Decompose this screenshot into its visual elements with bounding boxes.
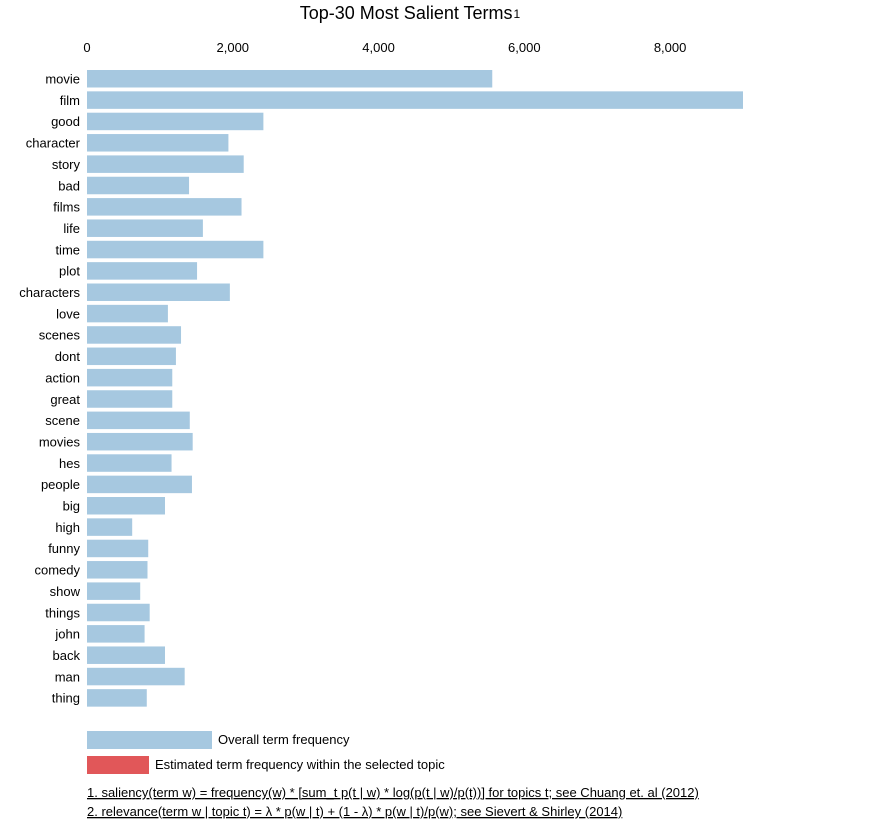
bar-film[interactable] [87, 91, 743, 109]
term-label-action[interactable]: action [45, 370, 80, 385]
bar-action[interactable] [87, 368, 173, 387]
legend-swatch-topic [87, 756, 149, 774]
term-label-characters[interactable]: characters [19, 285, 80, 300]
term-label-big[interactable]: big [63, 499, 80, 514]
bar-plot[interactable] [87, 262, 198, 280]
term-label-show[interactable]: show [50, 584, 81, 599]
term-label-film[interactable]: film [60, 93, 80, 108]
term-label-scene[interactable]: scene [45, 413, 80, 428]
term-label-back[interactable]: back [53, 648, 81, 663]
term-label-character[interactable]: character [26, 136, 81, 151]
legend-label-overall: Overall term frequency [218, 732, 350, 747]
term-label-man[interactable]: man [55, 669, 80, 684]
footnote-saliency[interactable]: 1. saliency(term w) = frequency(w) * [su… [87, 785, 699, 800]
term-label-bad[interactable]: bad [58, 178, 80, 193]
bar-character[interactable] [87, 134, 229, 152]
bar-people[interactable] [87, 475, 192, 494]
term-label-dont[interactable]: dont [55, 349, 81, 364]
term-label-good[interactable]: good [51, 114, 80, 129]
term-label-scenes[interactable]: scenes [39, 328, 81, 343]
x-tick-label: 6,000 [508, 40, 541, 55]
term-label-great[interactable]: great [50, 392, 80, 407]
term-label-high[interactable]: high [55, 520, 80, 535]
bar-films[interactable] [87, 198, 242, 216]
x-tick-label: 0 [83, 40, 90, 55]
x-tick-label: 8,000 [654, 40, 687, 55]
bar-big[interactable] [87, 497, 165, 515]
term-label-hes[interactable]: hes [59, 456, 80, 471]
bar-comedy[interactable] [87, 561, 148, 579]
term-label-comedy[interactable]: comedy [34, 563, 80, 578]
legend-swatch-overall [87, 731, 212, 749]
bar-dont[interactable] [87, 347, 176, 366]
term-label-things[interactable]: things [45, 605, 80, 620]
bar-scenes[interactable] [87, 326, 182, 344]
term-label-movie[interactable]: movie [45, 72, 80, 87]
bar-man[interactable] [87, 667, 185, 686]
term-label-funny[interactable]: funny [48, 541, 80, 556]
legend-label-topic: Estimated term frequency within the sele… [155, 757, 445, 772]
bar-bad[interactable] [87, 176, 190, 195]
footnote-relevance[interactable]: 2. relevance(term w | topic t) = λ * p(w… [87, 804, 622, 819]
term-label-films[interactable]: films [53, 200, 80, 215]
bar-good[interactable] [87, 112, 264, 131]
bar-things[interactable] [87, 603, 150, 622]
bar-hes[interactable] [87, 454, 172, 472]
term-label-thing[interactable]: thing [52, 691, 80, 706]
bar-funny[interactable] [87, 539, 149, 558]
chart-title: Top-30 Most Salient Terms1 [300, 3, 521, 23]
term-label-john[interactable]: john [54, 627, 80, 642]
term-label-life[interactable]: life [63, 221, 80, 236]
bar-movies[interactable] [87, 432, 193, 451]
bar-life[interactable] [87, 219, 203, 237]
legend: Overall term frequency Estimated term fr… [87, 731, 445, 774]
bar-movie[interactable] [87, 70, 493, 88]
x-tick-label: 2,000 [217, 40, 250, 55]
term-label-movies[interactable]: movies [39, 434, 81, 449]
term-label-plot[interactable]: plot [59, 264, 80, 279]
bar-back[interactable] [87, 646, 165, 664]
bar-scene[interactable] [87, 411, 190, 430]
x-tick-label: 4,000 [362, 40, 395, 55]
bar-john[interactable] [87, 625, 145, 643]
term-label-people[interactable]: people [41, 477, 80, 492]
x-axis: 0 2,000 4,000 6,000 8,000 [83, 40, 686, 55]
bar-high[interactable] [87, 518, 133, 536]
bar-show[interactable] [87, 582, 141, 600]
bar-story[interactable] [87, 155, 244, 173]
term-label-love[interactable]: love [56, 306, 80, 321]
bar-love[interactable] [87, 304, 168, 323]
term-labels-group: movie film good character story bad films life t… [19, 72, 80, 706]
bar-thing[interactable] [87, 689, 147, 707]
bar-great[interactable] [87, 390, 173, 408]
term-label-story[interactable]: story [52, 157, 81, 172]
bar-characters[interactable] [87, 283, 230, 302]
bars-group [87, 70, 743, 707]
bar-time[interactable] [87, 240, 264, 259]
term-label-time[interactable]: time [55, 242, 80, 257]
